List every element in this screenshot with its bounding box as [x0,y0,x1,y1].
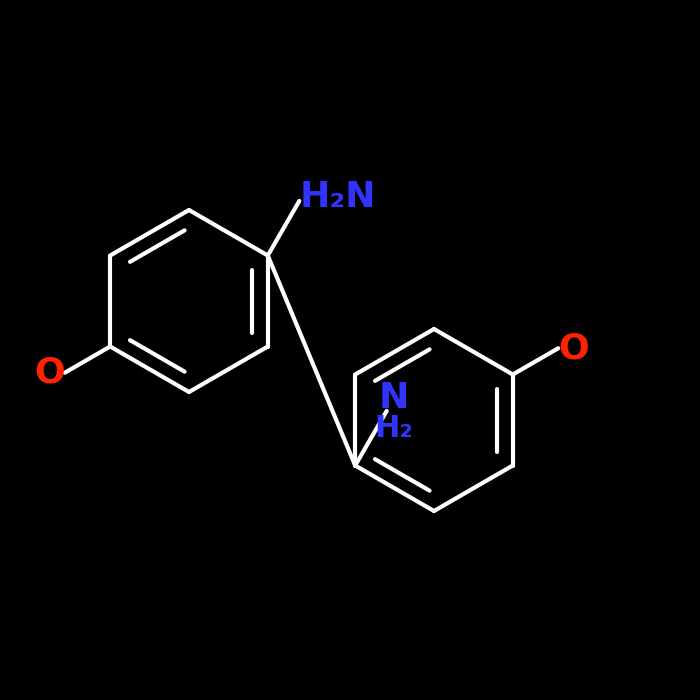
Text: O: O [559,331,589,365]
Text: N: N [379,382,409,415]
Text: H₂: H₂ [374,414,413,443]
Text: H₂N: H₂N [300,181,376,214]
Text: O: O [34,356,64,390]
